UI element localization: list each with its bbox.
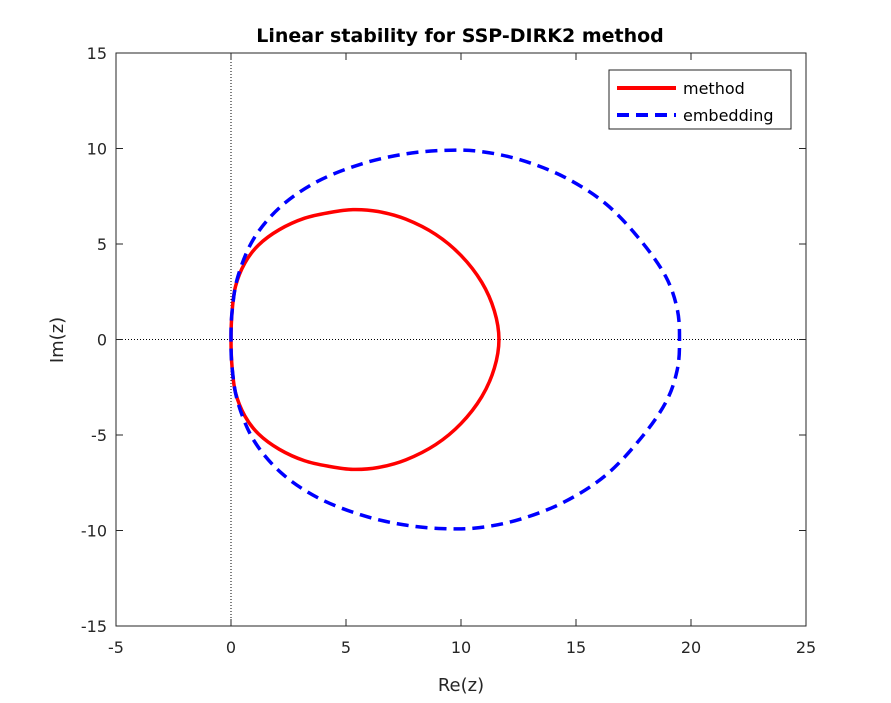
- y-tick-label: -5: [91, 426, 107, 445]
- y-tick-label: 15: [87, 44, 107, 63]
- y-tick-label: 10: [87, 140, 107, 159]
- x-tick-label: 5: [341, 638, 351, 657]
- x-tick-label: 0: [226, 638, 236, 657]
- series-line-method: [229, 207, 501, 472]
- legend: method embedding: [608, 69, 792, 130]
- y-tick-label: -10: [81, 522, 107, 541]
- y-tick-label: 5: [97, 235, 107, 254]
- curves: [229, 148, 682, 531]
- y-tick-label: 0: [97, 331, 107, 350]
- y-tick-labels: -15 -10 -5 0 5 10 15: [81, 44, 107, 636]
- y-tick-label: -15: [81, 617, 107, 636]
- series-line-embedding: [229, 148, 682, 531]
- y-axis-label: Im(z): [47, 317, 68, 363]
- axis-ticks: [115, 52, 807, 627]
- reference-lines: [116, 53, 806, 626]
- x-tick-label: 25: [796, 638, 816, 657]
- x-tick-label: 10: [451, 638, 471, 657]
- legend-label-method: method: [683, 79, 745, 98]
- x-tick-label: 15: [566, 638, 586, 657]
- chart-title: Linear stability for SSP-DIRK2 method: [256, 25, 664, 47]
- x-tick-label: 20: [681, 638, 701, 657]
- legend-box: [608, 69, 792, 130]
- x-tick-label: -5: [108, 638, 124, 657]
- x-axis-label: Re(z): [438, 675, 484, 696]
- legend-label-embedding: embedding: [683, 106, 773, 125]
- x-tick-labels: -5 0 5 10 15 20 25: [108, 638, 816, 657]
